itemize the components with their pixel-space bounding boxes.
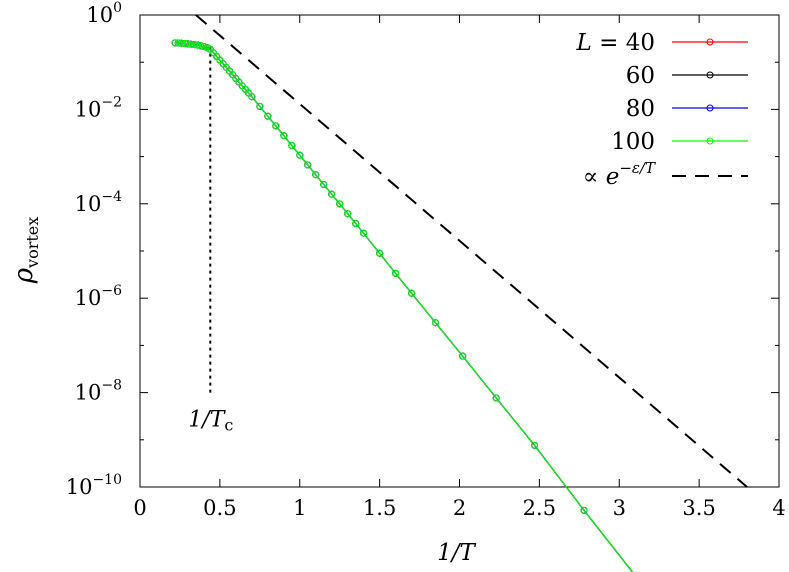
series-lines xyxy=(175,42,634,572)
legend-marker xyxy=(706,38,714,46)
legend-label: 80 xyxy=(626,96,655,122)
legend: L = 40 60 80 100 ∝ e−ε/T xyxy=(576,30,748,190)
series-3-point xyxy=(352,220,360,227)
plot-frame xyxy=(139,14,780,488)
series-3-point xyxy=(432,319,439,327)
legend-label: 100 xyxy=(611,129,655,155)
series-3-point xyxy=(187,40,195,48)
x-axis-title-text: 1/T xyxy=(437,540,476,566)
series-3-point xyxy=(248,93,256,101)
series-3-point xyxy=(531,441,539,449)
series-3-point xyxy=(328,190,336,198)
y-tick-label: 10−8 xyxy=(75,378,122,405)
series-3-point xyxy=(197,42,205,50)
series-3-point xyxy=(288,142,296,149)
x-axis-title: 1/T xyxy=(437,540,476,566)
x-tick-label: 2 xyxy=(453,496,466,520)
x-tick-label: 0 xyxy=(133,496,146,520)
x-tick-label: 3 xyxy=(613,496,626,520)
series-3-point xyxy=(336,200,344,208)
series-3-point xyxy=(376,249,384,257)
tc-label-sub: c xyxy=(224,416,233,435)
x-tick-label: 1 xyxy=(293,496,306,520)
x-tick-label: 0.5 xyxy=(203,496,236,520)
series-3-point xyxy=(264,112,272,120)
series-3-point xyxy=(320,181,328,188)
series-3-point xyxy=(296,151,304,159)
series-3-point xyxy=(256,102,264,110)
series-points xyxy=(171,39,588,514)
tc-label-main: 1/T xyxy=(188,408,226,433)
x-tick-label: 2.5 xyxy=(523,496,556,520)
y-tick-label: 10−10 xyxy=(66,472,122,499)
series-line-1 xyxy=(175,42,634,572)
legend-marker xyxy=(706,137,714,145)
series-3-point xyxy=(272,122,280,130)
x-tick-label: 4 xyxy=(772,496,785,520)
series-3-point xyxy=(580,506,588,514)
series-3-point xyxy=(304,161,312,169)
series-line-3 xyxy=(175,42,634,572)
series-3-point xyxy=(459,352,467,360)
legend-marker xyxy=(706,71,714,79)
series-3-point xyxy=(492,394,500,402)
legend-label: 60 xyxy=(626,63,655,89)
series-3-point xyxy=(312,171,320,179)
series-3-point xyxy=(190,41,198,49)
axis-tick-labels: 0 0.5 1 1.5 2 2.5 3 3.5 4 100 10−2 10−4 10−6 10−8 10−1… xyxy=(66,0,786,520)
series-line-2 xyxy=(175,42,634,572)
y-axis-title: ρvortex xyxy=(9,217,42,285)
x-tick-label: 3.5 xyxy=(682,496,715,520)
tc-label: 1/Tc xyxy=(188,408,233,435)
series-3-point xyxy=(344,210,352,218)
series-3-point xyxy=(280,132,288,140)
y-tick-label: 10−2 xyxy=(75,94,122,121)
series-3-point xyxy=(408,289,416,297)
y-tick-label: 100 xyxy=(86,0,122,27)
legend-marker xyxy=(706,104,714,112)
series-3-point xyxy=(194,41,201,49)
reference-line-exp xyxy=(195,14,748,488)
legend-label-ref: ∝ e−ε/T xyxy=(583,159,656,190)
axis-ticks xyxy=(139,14,780,488)
y-tick-label: 10−4 xyxy=(75,189,122,216)
series-3-point xyxy=(200,43,208,50)
series-3-point xyxy=(360,229,368,237)
legend-label: L = 40 xyxy=(576,30,655,56)
x-tick-label: 1.5 xyxy=(363,496,396,520)
series-line-0 xyxy=(175,42,634,572)
series-3-point xyxy=(392,269,400,277)
y-tick-label: 10−6 xyxy=(75,283,122,310)
